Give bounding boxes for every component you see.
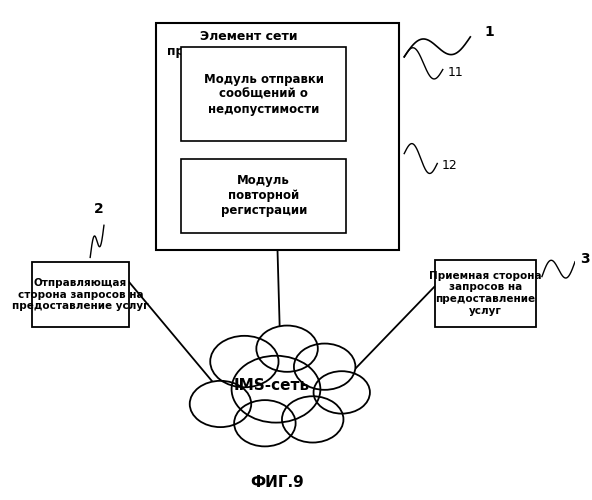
Text: Модуль отправки
сообщений о
недопустимости: Модуль отправки сообщений о недопустимос… xyxy=(204,72,324,116)
Ellipse shape xyxy=(294,344,355,390)
FancyBboxPatch shape xyxy=(181,48,346,141)
Ellipse shape xyxy=(256,326,318,372)
Ellipse shape xyxy=(231,356,320,422)
Text: ФИГ.9: ФИГ.9 xyxy=(250,475,304,490)
Ellipse shape xyxy=(210,336,279,388)
Text: 2: 2 xyxy=(94,202,104,216)
Text: IMS-сеть: IMS-сеть xyxy=(234,378,310,394)
Ellipse shape xyxy=(234,400,295,446)
Text: Приемная сторона
запросов на
предоставление
услуг: Приемная сторона запросов на предоставле… xyxy=(429,271,542,316)
FancyBboxPatch shape xyxy=(156,22,398,250)
Text: 1: 1 xyxy=(484,25,494,39)
FancyBboxPatch shape xyxy=(181,158,346,232)
Ellipse shape xyxy=(282,396,343,442)
Text: 3: 3 xyxy=(581,252,590,266)
Ellipse shape xyxy=(314,371,370,414)
Text: Модуль
повторной
регистрации: Модуль повторной регистрации xyxy=(221,174,307,217)
Text: 11: 11 xyxy=(447,66,463,78)
FancyBboxPatch shape xyxy=(33,262,128,326)
Text: Отправляющая
сторона запросов на
предоставление услуг: Отправляющая сторона запросов на предост… xyxy=(12,278,149,311)
Text: Элемент сети
предоставления услуг: Элемент сети предоставления услуг xyxy=(168,30,329,58)
Text: 12: 12 xyxy=(442,160,458,172)
Ellipse shape xyxy=(189,381,251,427)
FancyBboxPatch shape xyxy=(435,260,536,326)
